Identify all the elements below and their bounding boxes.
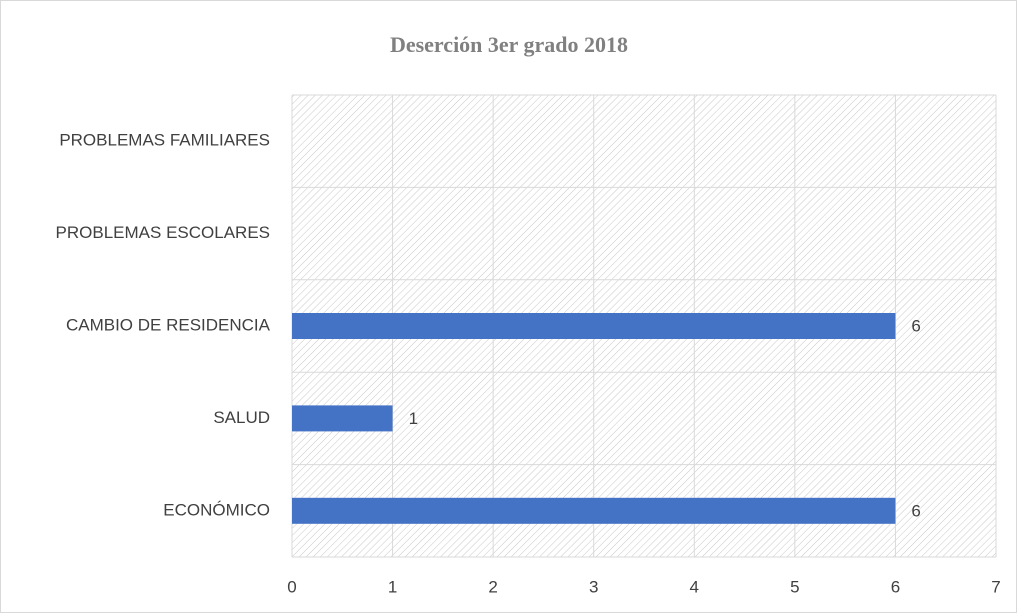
y-tick-label: PROBLEMAS ESCOLARES xyxy=(56,223,270,242)
bar xyxy=(292,405,393,432)
value-label: 6 xyxy=(911,316,920,335)
y-tick-label: ECONÓMICO xyxy=(163,500,270,519)
y-tick-label: SALUD xyxy=(213,408,270,427)
x-tick-label: 4 xyxy=(690,577,699,596)
x-tick-label: 3 xyxy=(589,577,598,596)
x-tick-label: 6 xyxy=(891,577,900,596)
x-tick-label: 2 xyxy=(488,577,497,596)
x-tick-label: 7 xyxy=(991,577,1000,596)
bar xyxy=(292,313,896,339)
x-tick-label: 1 xyxy=(388,577,397,596)
value-label: 6 xyxy=(911,501,920,520)
x-tick-label: 0 xyxy=(287,577,296,596)
x-tick-label: 5 xyxy=(790,577,799,596)
y-tick-label: CAMBIO DE RESIDENCIA xyxy=(66,315,271,334)
bar xyxy=(292,497,896,524)
y-tick-label: PROBLEMAS FAMILIARES xyxy=(59,131,270,150)
value-label: 1 xyxy=(409,409,418,428)
chart-title: Deserción 3er grado 2018 xyxy=(390,32,628,57)
